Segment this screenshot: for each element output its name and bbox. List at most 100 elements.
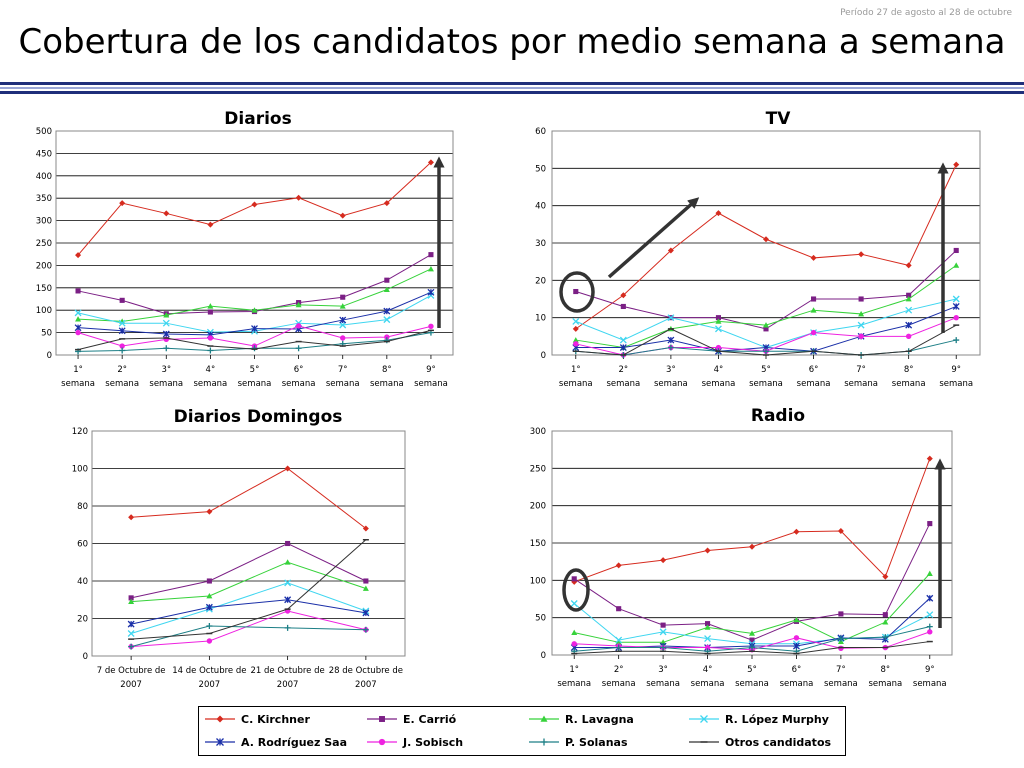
data-point: [571, 629, 578, 635]
data-point: [571, 576, 577, 582]
data-point: [339, 321, 347, 329]
data-point: [573, 341, 579, 347]
data-point: [362, 585, 369, 591]
x-tick-label: 8°: [382, 365, 392, 375]
data-point: [704, 547, 711, 554]
series-Otros candidatos: [571, 640, 933, 655]
data-point: [953, 161, 960, 168]
x-tick-label: 5°: [747, 665, 757, 675]
data-point: [837, 528, 844, 535]
data-point: [619, 344, 627, 351]
data-point: [163, 345, 170, 352]
legend-label: P. Solanas: [565, 735, 628, 749]
data-point: [251, 345, 258, 352]
chart-1: TV 0 10 20 30 40 50 60 1° semana 2° semana 3° semana 4…: [535, 109, 981, 389]
series-line: [77, 161, 432, 256]
y-tick-label: 40: [77, 577, 88, 587]
data-point: [793, 635, 800, 641]
x-tick-label: 3°: [658, 665, 668, 675]
data-point: [667, 344, 674, 351]
chart-0: Diarios 0 50 100 150 200 250 300 350 400 450 500 1° s…: [36, 109, 454, 389]
x-tick-label: semana: [326, 379, 360, 389]
data-point: [427, 288, 435, 296]
x-tick-label: 7 de Octubre de: [97, 666, 166, 676]
data-point: [620, 292, 627, 299]
data-point: [206, 623, 213, 629]
data-point: [953, 314, 959, 321]
data-point: [905, 306, 913, 314]
data-point: [340, 294, 346, 300]
data-point: [906, 292, 912, 298]
data-point: [383, 307, 391, 315]
legend-swatch-icon: [689, 741, 719, 743]
data-point: [207, 303, 214, 309]
data-point: [295, 301, 302, 308]
data-point: [926, 611, 934, 619]
data-point: [905, 321, 913, 329]
legend-label: E. Carrió: [403, 712, 457, 726]
data-point: [570, 600, 578, 607]
page-title: Cobertura de los candidatos por medio se…: [18, 22, 1006, 62]
data-point: [384, 277, 390, 283]
data-point: [571, 641, 577, 647]
x-tick-label: semana: [702, 379, 736, 389]
data-point: [284, 579, 292, 587]
x-tick-label: 2°: [614, 665, 624, 675]
x-tick-label: 4°: [703, 665, 713, 675]
series-R. Lavagna: [571, 570, 933, 645]
y-tick-label: 100: [36, 306, 52, 316]
data-point: [660, 557, 667, 564]
x-tick-label: semana: [844, 379, 878, 389]
data-point: [206, 638, 213, 644]
y-tick-label: 50: [535, 164, 546, 174]
series-line: [575, 250, 957, 330]
x-tick-label: 2007: [199, 680, 221, 690]
data-point: [340, 335, 346, 341]
data-point: [206, 578, 212, 584]
data-point: [857, 321, 865, 329]
y-tick-label: 20: [535, 276, 546, 286]
series-A. Rodríguez Saa: [74, 288, 435, 339]
legend-item: C. Kirchner: [205, 709, 310, 729]
x-tick-label: 9°: [426, 365, 436, 375]
y-tick-label: 100: [530, 576, 546, 586]
data-point: [339, 212, 346, 219]
data-point: [749, 644, 755, 651]
data-point: [953, 337, 960, 344]
legend-label: J. Sobisch: [403, 735, 464, 749]
x-tick-label: semana: [646, 679, 680, 689]
data-point: [667, 336, 675, 344]
annotations: [433, 156, 949, 628]
data-point: [572, 317, 580, 325]
data-point: [285, 540, 291, 547]
y-tick-label: 0: [83, 652, 88, 662]
highlight-circle-icon: [559, 271, 595, 313]
data-point: [206, 508, 213, 515]
series-Otros candidatos: [572, 324, 960, 356]
data-point: [905, 333, 912, 340]
series-line: [575, 164, 957, 330]
data-point: [620, 303, 626, 310]
series-line: [574, 458, 931, 583]
series-E. Carrió: [571, 521, 933, 643]
data-point: [383, 286, 390, 292]
data-point: [295, 345, 302, 352]
data-point: [810, 307, 817, 313]
legend-swatch-icon: [205, 715, 235, 723]
legend-item: E. Carrió: [367, 709, 456, 729]
y-tick-label: 50: [535, 614, 546, 624]
chart-title: Diarios Domingos: [174, 407, 343, 427]
highlight-circle-icon: [562, 568, 590, 612]
x-tick-label: semana: [780, 679, 814, 689]
series-Otros candidatos: [75, 329, 434, 351]
data-point: [572, 325, 579, 332]
data-point: [858, 333, 864, 340]
y-tick-label: 350: [36, 194, 52, 204]
x-tick-label: 8°: [880, 665, 890, 675]
data-point: [715, 344, 722, 351]
data-point: [284, 596, 292, 604]
data-point: [858, 251, 865, 258]
data-point: [119, 343, 125, 349]
x-tick-label: 8°: [904, 365, 914, 375]
data-point: [428, 252, 434, 258]
